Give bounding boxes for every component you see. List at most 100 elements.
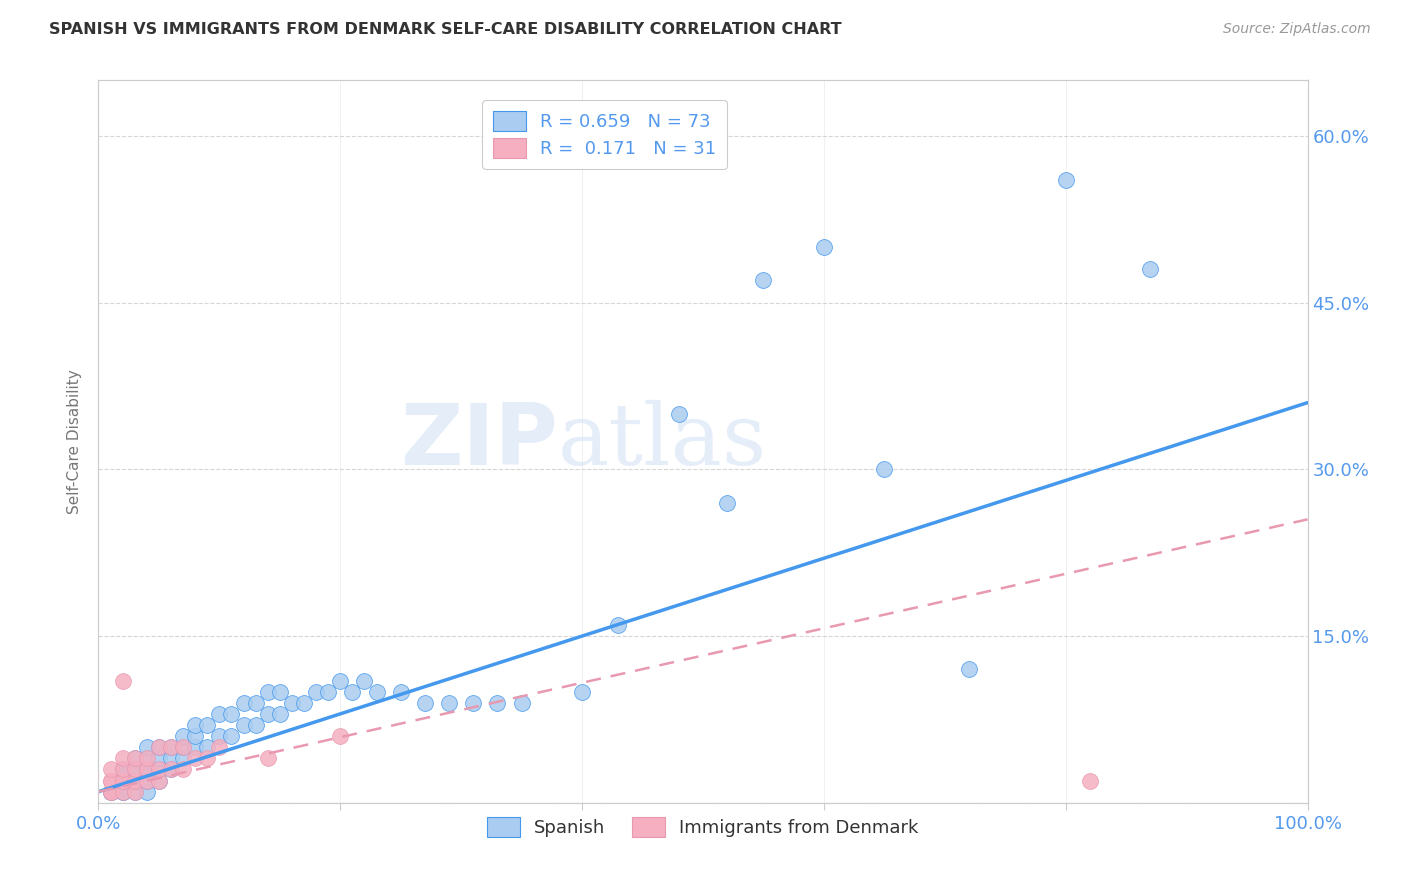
Point <box>813 240 835 254</box>
Point <box>305 684 328 698</box>
Point <box>184 729 207 743</box>
Point <box>100 763 122 777</box>
Point <box>148 751 170 765</box>
Point <box>1078 773 1101 788</box>
Text: atlas: atlas <box>558 400 768 483</box>
Point <box>342 684 364 698</box>
Y-axis label: Self-Care Disability: Self-Care Disability <box>67 369 83 514</box>
Point <box>124 763 146 777</box>
Point <box>135 763 157 777</box>
Point <box>111 763 134 777</box>
Point <box>256 684 278 698</box>
Point <box>571 684 593 698</box>
Point <box>208 740 231 755</box>
Point <box>329 729 352 743</box>
Point <box>148 773 170 788</box>
Point <box>124 751 146 765</box>
Point <box>135 740 157 755</box>
Point <box>172 763 194 777</box>
Point <box>873 462 896 476</box>
Point <box>160 763 183 777</box>
Point <box>160 740 183 755</box>
Point <box>100 785 122 799</box>
Point <box>353 673 375 688</box>
Text: ZIP: ZIP <box>401 400 558 483</box>
Point <box>124 785 146 799</box>
Point <box>172 740 194 755</box>
Point <box>111 773 134 788</box>
Point <box>111 785 134 799</box>
Point <box>269 684 291 698</box>
Point <box>292 696 315 710</box>
Point <box>124 773 146 788</box>
Point <box>111 773 134 788</box>
Point <box>135 751 157 765</box>
Point <box>389 684 412 698</box>
Point <box>111 673 134 688</box>
Point <box>957 662 980 676</box>
Point <box>160 740 183 755</box>
Point <box>232 718 254 732</box>
Point <box>100 773 122 788</box>
Point <box>256 751 278 765</box>
Point <box>100 785 122 799</box>
Point <box>437 696 460 710</box>
Point <box>160 751 183 765</box>
Point <box>111 785 134 799</box>
Point <box>413 696 436 710</box>
Point <box>221 729 243 743</box>
Point <box>184 740 207 755</box>
Point <box>245 718 267 732</box>
Point <box>463 696 485 710</box>
Point <box>148 773 170 788</box>
Point <box>232 696 254 710</box>
Point <box>124 785 146 799</box>
Point <box>124 763 146 777</box>
Point <box>111 773 134 788</box>
Point <box>124 751 146 765</box>
Point <box>716 496 738 510</box>
Point <box>148 763 170 777</box>
Point <box>752 273 775 287</box>
Point <box>135 763 157 777</box>
Point <box>135 785 157 799</box>
Point <box>135 773 157 788</box>
Point <box>1139 262 1161 277</box>
Point <box>100 773 122 788</box>
Point <box>100 785 122 799</box>
Point <box>135 773 157 788</box>
Point <box>607 618 630 632</box>
Text: SPANISH VS IMMIGRANTS FROM DENMARK SELF-CARE DISABILITY CORRELATION CHART: SPANISH VS IMMIGRANTS FROM DENMARK SELF-… <box>49 22 842 37</box>
Point <box>366 684 388 698</box>
Point <box>184 751 207 765</box>
Point <box>111 763 134 777</box>
Point <box>245 696 267 710</box>
Point <box>256 706 278 721</box>
Point <box>124 763 146 777</box>
Point <box>329 673 352 688</box>
Point <box>111 785 134 799</box>
Point <box>195 718 218 732</box>
Point <box>111 773 134 788</box>
Point <box>172 729 194 743</box>
Point <box>208 706 231 721</box>
Point <box>124 773 146 788</box>
Point <box>184 718 207 732</box>
Legend: Spanish, Immigrants from Denmark: Spanish, Immigrants from Denmark <box>477 806 929 848</box>
Point <box>172 751 194 765</box>
Point <box>111 773 134 788</box>
Point <box>269 706 291 721</box>
Point <box>148 740 170 755</box>
Point <box>195 740 218 755</box>
Point <box>148 763 170 777</box>
Point <box>111 763 134 777</box>
Point <box>510 696 533 710</box>
Point <box>100 785 122 799</box>
Text: Source: ZipAtlas.com: Source: ZipAtlas.com <box>1223 22 1371 37</box>
Point <box>148 740 170 755</box>
Point <box>281 696 304 710</box>
Point <box>668 407 690 421</box>
Point <box>195 751 218 765</box>
Point <box>221 706 243 721</box>
Point <box>135 763 157 777</box>
